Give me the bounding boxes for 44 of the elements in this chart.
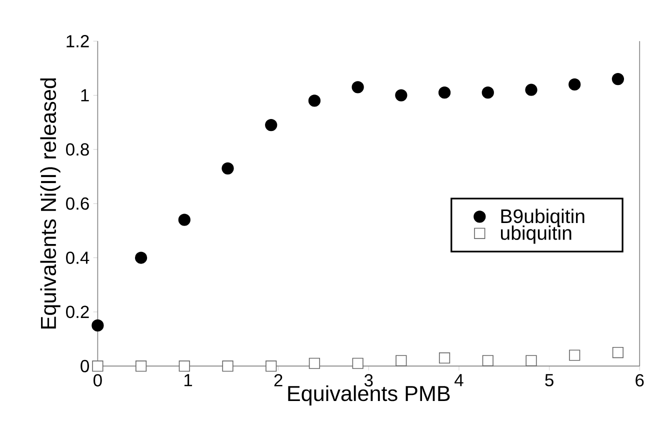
x-tick-label: 5 (545, 374, 554, 386)
x-axis-title: Equivalents PMB (288, 385, 450, 406)
x-tick-label: 6 (636, 374, 644, 387)
point (526, 355, 537, 366)
y-axis-title: Equivalents Ni(II) released (40, 78, 60, 328)
point (612, 72, 624, 86)
point (92, 319, 104, 332)
point (396, 355, 407, 366)
point (92, 360, 104, 372)
point (352, 81, 364, 94)
y-tick-label: 0.8 (66, 143, 89, 156)
point (438, 352, 450, 364)
point (482, 86, 494, 99)
y-tick-label: 0.6 (66, 197, 89, 210)
point (222, 162, 234, 174)
point (222, 360, 234, 372)
x-tick-label: 0 (94, 374, 102, 387)
point (352, 358, 364, 369)
x-tick-label: 1 (184, 374, 192, 386)
y-tick-label: 1 (81, 89, 89, 102)
point (395, 89, 408, 102)
point (308, 94, 321, 107)
point (308, 358, 320, 369)
y-tick-label: 1.2 (66, 35, 89, 48)
point (135, 360, 147, 372)
point (569, 350, 580, 361)
x-tick-label: 4 (454, 374, 464, 386)
legend-label: ubiquitin (500, 226, 572, 244)
point (266, 360, 277, 372)
point (612, 347, 624, 358)
point (134, 252, 148, 264)
y-tick-label: 0.4 (66, 252, 90, 264)
point (265, 119, 278, 132)
x-tick-label: 2 (274, 374, 282, 386)
y-tick-label: 0.2 (66, 306, 89, 318)
point (178, 360, 190, 372)
point (525, 84, 538, 96)
x-tick-label: 3 (364, 374, 373, 387)
point (438, 86, 451, 99)
y-tick-label: 0 (80, 360, 89, 372)
point (178, 214, 190, 226)
legend-label: B9ubiqitin (501, 208, 584, 228)
point (482, 355, 494, 366)
point (568, 78, 581, 91)
